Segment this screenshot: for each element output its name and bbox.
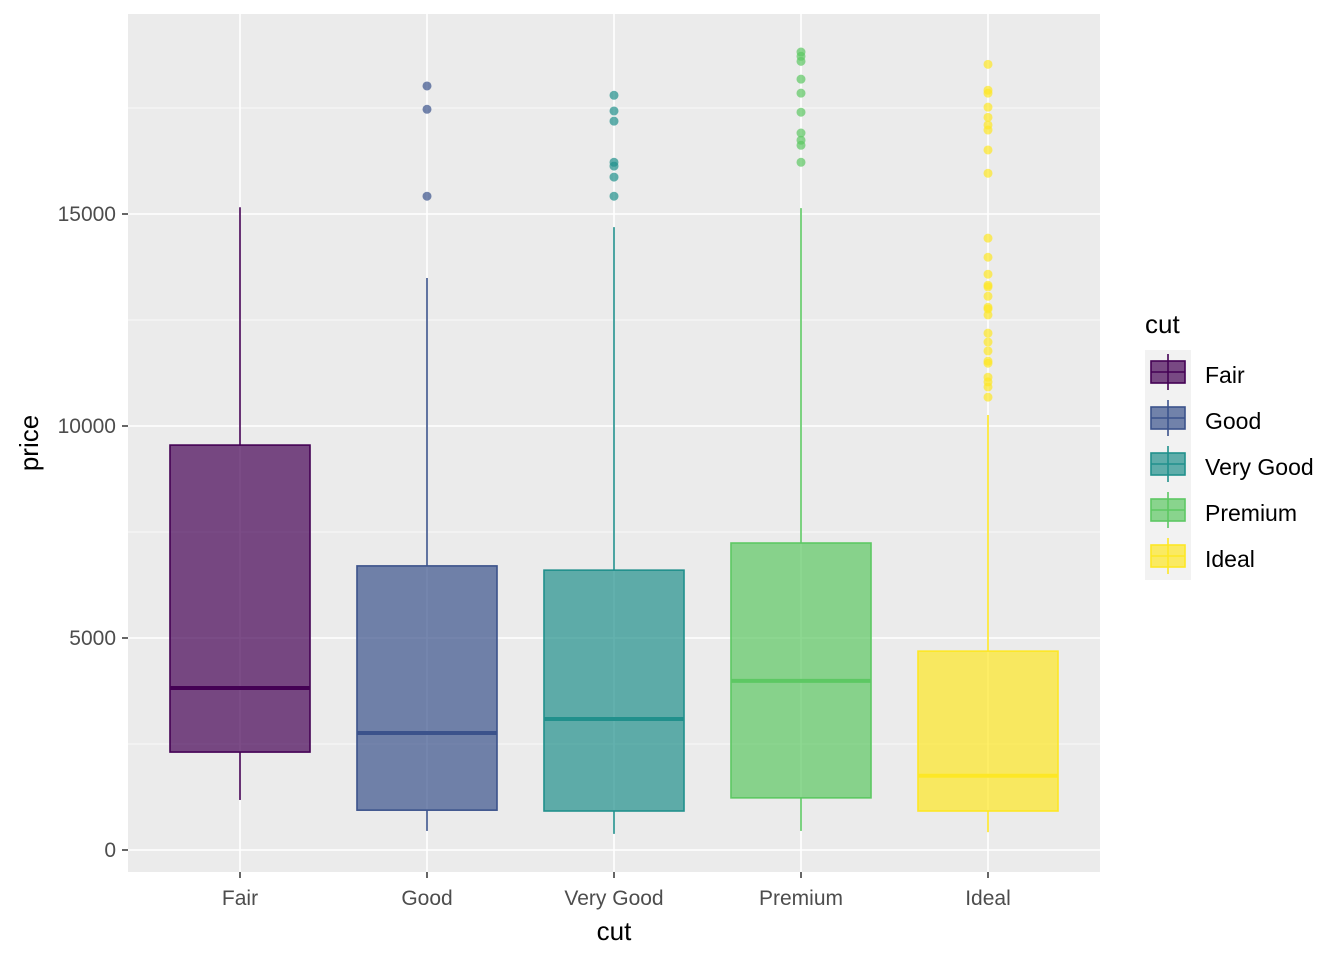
outlier-point <box>983 145 993 155</box>
iqr-box <box>543 569 685 812</box>
outlier-point <box>796 135 806 145</box>
outlier-point <box>983 356 993 366</box>
box-ideal <box>917 59 1059 833</box>
outlier-point <box>983 112 993 122</box>
legend-label: Ideal <box>1205 546 1255 572</box>
outlier-point <box>796 128 806 138</box>
legend-label: Fair <box>1205 362 1245 388</box>
outlier-point <box>609 157 619 167</box>
legend-item: Fair <box>1150 354 1245 390</box>
outlier-point <box>983 269 993 279</box>
outlier-point <box>796 107 806 117</box>
iqr-box <box>730 542 872 799</box>
iqr-box <box>169 444 311 753</box>
outlier-point <box>796 157 806 167</box>
legend-label: Premium <box>1205 500 1297 526</box>
outlier-point <box>983 302 993 312</box>
outlier-point <box>983 346 993 356</box>
legend-item: Premium <box>1150 492 1297 528</box>
outlier-point <box>983 120 993 130</box>
outlier-point <box>983 337 993 347</box>
x-tick-label: Ideal <box>965 887 1011 910</box>
legend-title: cut <box>1145 309 1180 339</box>
outlier-point <box>983 59 993 69</box>
outlier-point <box>609 106 619 116</box>
outlier-point <box>983 372 993 382</box>
outlier-point <box>796 88 806 98</box>
y-axis-title: price <box>14 415 44 471</box>
outlier-point <box>983 328 993 338</box>
x-tick-label: Good <box>401 887 452 910</box>
outlier-point <box>422 104 432 114</box>
x-tick-label: Very Good <box>564 887 663 910</box>
box-good <box>356 81 498 831</box>
box-very-good <box>543 90 685 834</box>
legend-item: Very Good <box>1150 446 1314 482</box>
outlier-point <box>983 168 993 178</box>
outlier-point <box>983 280 993 290</box>
outlier-point <box>983 102 993 112</box>
outlier-point <box>983 392 993 402</box>
outlier-point <box>609 90 619 100</box>
outlier-point <box>796 47 806 57</box>
legend-item: Good <box>1150 400 1261 436</box>
legend-label: Very Good <box>1205 454 1314 480</box>
outlier-point <box>796 74 806 84</box>
x-axis-title: cut <box>597 916 632 946</box>
y-tick-label: 5000 <box>69 627 116 650</box>
box-premium <box>730 47 872 831</box>
legend-label: Good <box>1205 408 1261 434</box>
outlier-point <box>609 116 619 126</box>
y-tick-label: 0 <box>104 839 116 862</box>
y-tick-label: 10000 <box>58 415 116 438</box>
outlier-point <box>609 172 619 182</box>
legend-item: Ideal <box>1150 538 1255 574</box>
outlier-point <box>983 233 993 243</box>
outlier-point <box>983 291 993 301</box>
outlier-point <box>422 191 432 201</box>
legend: cut Fair Good Very Good Premium Ideal <box>1145 309 1314 580</box>
outlier-point <box>609 191 619 201</box>
outlier-point <box>983 85 993 95</box>
x-tick-label: Fair <box>222 887 258 910</box>
x-tick-label: Premium <box>759 887 843 910</box>
iqr-box <box>917 650 1059 812</box>
outlier-point <box>422 81 432 91</box>
y-tick-label: 15000 <box>58 203 116 226</box>
iqr-box <box>356 565 498 811</box>
outlier-point <box>983 252 993 262</box>
box-fair <box>169 207 311 800</box>
